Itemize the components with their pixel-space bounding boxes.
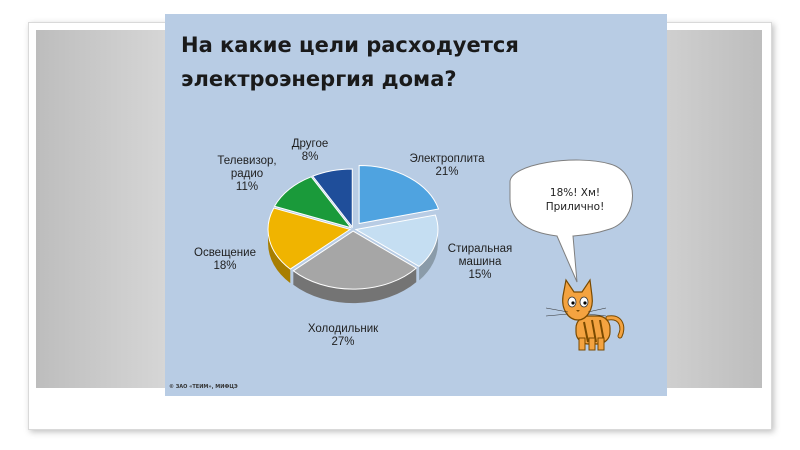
copyright: © ЗАО «ТЕИМ», МИФЦЭ — [169, 384, 238, 390]
pie-slice-электроплита — [358, 164, 440, 225]
pie-slice-телевизор-радио — [273, 176, 353, 229]
pie-slice-другое — [311, 168, 353, 229]
pie-label-другое: Другое 8% — [292, 138, 329, 163]
pie-slice-side-стиральная-машина — [419, 229, 438, 281]
pie-slice-холодильник — [292, 230, 418, 290]
pie-slice-стиральная-машина — [354, 214, 439, 268]
speech-bubble-text: 18%! Хм! Прилично! — [545, 187, 605, 213]
slide-title: На какие цели расходуется электроэнергия… — [181, 28, 641, 96]
cat-illustration — [545, 278, 625, 351]
title-line-2: электроэнергия дома? — [181, 67, 457, 91]
pie-label-освещение: Освещение 18% — [194, 247, 256, 272]
pie-slice-освещение — [267, 207, 352, 270]
pie-label-телевизор-радио: Телевизор, радио 11% — [217, 155, 276, 193]
title-line-1: На какие цели расходуется — [181, 33, 519, 57]
pie-chart: Электроплита 21% Стиральная машина 15% Холоди… — [194, 138, 633, 351]
pie-slice-side-освещение — [268, 229, 291, 284]
pie-label-электроплита: Электроплита 21% — [409, 153, 485, 178]
slide: На какие цели расходуется электроэнергия… — [165, 14, 667, 396]
pie-label-холодильник: Холодильник 27% — [308, 323, 379, 348]
speech-bubble — [509, 159, 633, 283]
pie-label-стиральная-машина: Стиральная машина 15% — [448, 243, 512, 281]
pie-slice-side-холодильник — [293, 268, 417, 304]
